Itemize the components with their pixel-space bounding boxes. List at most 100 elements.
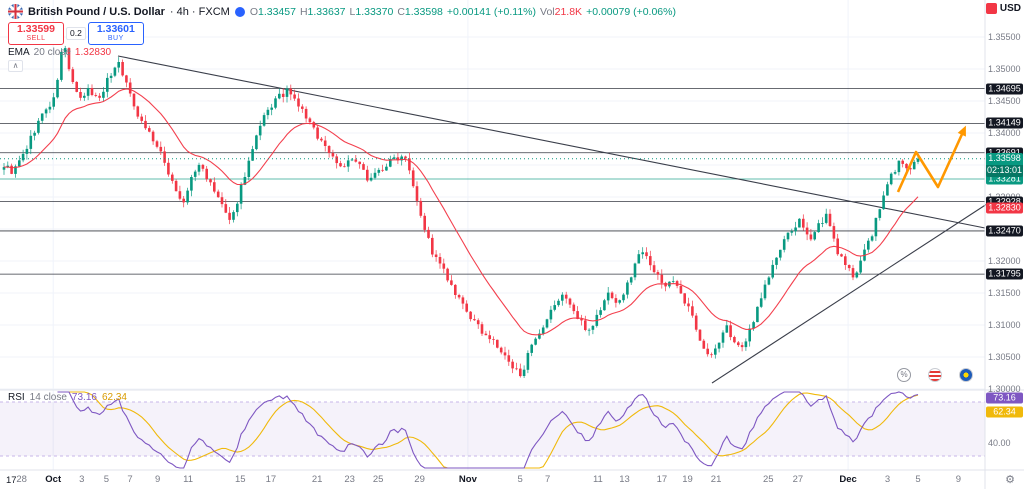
buy-label: BUY (107, 35, 124, 42)
time-month-label: Oct (45, 474, 62, 485)
time-tick-label: 5 (915, 474, 921, 485)
sell-label: SELL (26, 35, 46, 42)
axis-tick-label: 1.35500 (988, 32, 1021, 42)
symbol-legend[interactable]: British Pound / U.S. Dollar · 4h · FXCM … (8, 4, 676, 19)
price-badge[interactable]: 1.32470 (986, 225, 1023, 237)
price-badge[interactable]: 1.33281 (986, 173, 1023, 185)
time-tick-label: 17 (265, 474, 277, 485)
price-badge[interactable]: 1.32830 (986, 202, 1023, 214)
time-tick-label: 25 (372, 474, 384, 485)
rsi-line[interactable] (57, 391, 919, 469)
axis-tick-label: 1.30000 (988, 384, 1021, 394)
clock-label[interactable]: 17 (6, 475, 17, 486)
time-tick-label: 25 (763, 474, 774, 485)
time-tick-label: 11 (592, 474, 603, 485)
volume-change-value: +0.00079 (+0.06%) (586, 5, 676, 18)
time-tick-label: 13 (619, 474, 630, 485)
high-label: H (299, 5, 308, 18)
price-level-lines[interactable] (0, 88, 985, 275)
price-badge[interactable]: 1.31795 (986, 268, 1023, 280)
gear-icon[interactable]: ⚙ (1005, 474, 1015, 486)
time-tick-label: 9 (154, 474, 161, 485)
economic-event-us-icon[interactable] (928, 368, 942, 382)
axis-tick-label: 1.35000 (988, 64, 1021, 74)
time-tick-label: 7 (545, 474, 551, 485)
symbol-meta: · 4h · FXCM (169, 5, 230, 18)
open-label: O (249, 5, 258, 18)
chevron-up-icon: ∧ (12, 61, 19, 70)
percent-icon[interactable]: % (897, 368, 911, 382)
rsi-params: 14 close (29, 392, 67, 403)
ema-legend[interactable]: EMA 20 close 1.32830 (8, 47, 111, 58)
time-tick-label: 5 (103, 474, 110, 485)
price-badge[interactable]: 1.32928 (986, 196, 1023, 208)
symbol-title[interactable]: British Pound / U.S. Dollar (28, 5, 165, 18)
rsi-smooth-value: 62.34 (101, 392, 127, 403)
economic-event-eu-icon[interactable] (959, 368, 973, 382)
trendlines[interactable] (117, 55, 991, 384)
projection-arrowhead (957, 125, 966, 137)
time-tick-label: 7 (127, 474, 133, 485)
time-tick-label: 3 (884, 474, 891, 485)
low-value: 1.33370 (355, 5, 394, 18)
alert-icon[interactable] (985, 3, 997, 14)
price-badge[interactable]: 1.34695 (986, 83, 1023, 95)
time-tick-label: 9 (955, 474, 962, 485)
time-tick-label: 23 (344, 474, 355, 485)
candlesticks (2, 45, 920, 378)
rsi-legend[interactable]: RSI 14 close 73.16 62.34 (8, 392, 127, 403)
price-axis[interactable]: 1.355001.350001.345001.340001.335001.330… (986, 0, 1024, 489)
collapse-legend-button[interactable]: ∧ (8, 60, 23, 72)
time-tick-label: 17 (656, 474, 668, 485)
axis-tick-label: 1.30500 (988, 352, 1021, 362)
time-month-label: Dec (839, 474, 857, 485)
projection-arrow[interactable] (896, 131, 965, 193)
time-tick-label: 27 (792, 474, 804, 485)
axis-tick-label: 40.00 (988, 437, 1011, 448)
trade-widget[interactable]: 1.33599 SELL 0.2 1.33601 BUY (8, 22, 144, 45)
time-tick-label: 28 (16, 474, 27, 485)
rsi-badge[interactable]: 73.16 (986, 392, 1023, 404)
volume-label: Vol (540, 5, 555, 18)
ema-line[interactable] (3, 88, 919, 336)
close-value: 1.33598 (404, 5, 443, 18)
ohlc-values: O1.33457 H1.33637 L1.33370 C1.33598 +0.0… (250, 6, 676, 18)
buy-button[interactable]: 1.33601 BUY (87, 22, 144, 45)
ema-value: 1.32830 (74, 47, 112, 58)
high-value: 1.33637 (307, 5, 346, 18)
sell-price: 1.33599 (17, 23, 55, 35)
time-axis[interactable]: 28 Oct 3 5 7 9 11 15 17 21 23 25 29 Nov 5 7 11 13 17 19 21 25… (0, 471, 985, 489)
current-price-badge[interactable]: 1.33598 02:13:01 (986, 152, 1023, 177)
axis-currency-label[interactable]: USD (999, 3, 1021, 14)
gridlines (0, 0, 985, 470)
axis-tick-label: 1.32000 (988, 256, 1021, 266)
time-tick-label: 21 (311, 474, 323, 485)
rsi-name: RSI (8, 392, 25, 403)
rsi-value: 73.16 (71, 392, 97, 403)
axis-header[interactable]: USD (985, 3, 1021, 14)
sell-button[interactable]: 1.33599 SELL (8, 22, 64, 45)
time-tick-label: 11 (183, 474, 194, 485)
broker-logo-icon (234, 6, 245, 17)
time-tick-label: 21 (710, 474, 722, 485)
buy-price: 1.33601 (96, 23, 135, 35)
rsi-badge[interactable]: 62.34 (986, 406, 1023, 418)
time-tick-label: 29 (414, 474, 425, 485)
axis-tick-label: 1.31000 (988, 320, 1021, 330)
axis-tick-label: 1.34500 (988, 96, 1021, 106)
event-icons: % (897, 368, 973, 382)
axis-tick-label: 1.31500 (988, 288, 1021, 298)
time-tick-label: 19 (682, 474, 693, 485)
low-label: L (349, 5, 356, 18)
open-value: 1.33457 (257, 5, 296, 18)
close-label: C (397, 5, 405, 18)
price-badge[interactable]: 1.34149 (986, 117, 1023, 129)
change-value: +0.00141 (+0.11%) (446, 5, 537, 18)
ema-name: EMA (8, 47, 30, 58)
time-tick-label: 15 (235, 474, 246, 485)
gbp-flag-icon (8, 4, 23, 19)
ema-params: 20 close (33, 47, 71, 58)
spread-value: 0.2 (66, 27, 86, 40)
volume-value: 21.8K (554, 5, 583, 18)
